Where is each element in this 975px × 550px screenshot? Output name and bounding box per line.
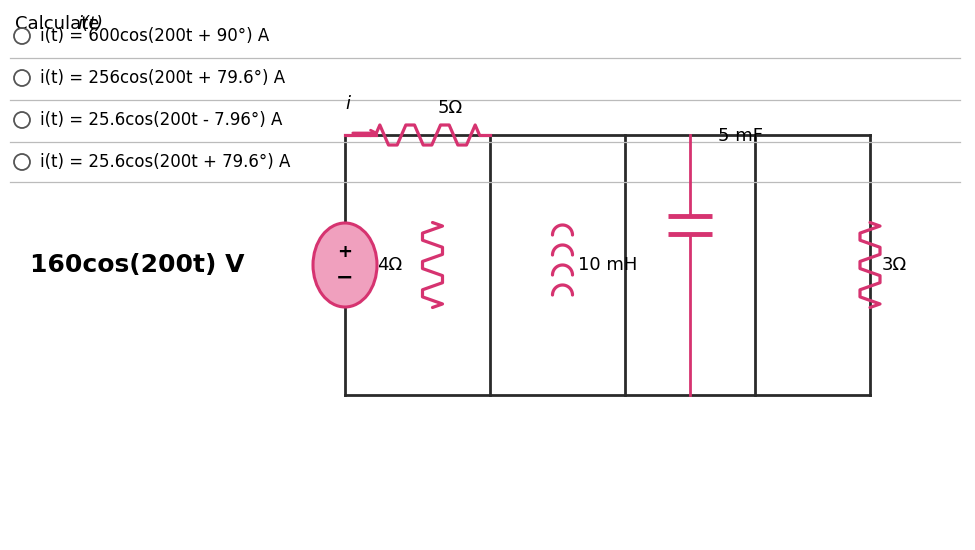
Text: 4Ω: 4Ω bbox=[377, 256, 403, 274]
Text: i(t) = 256cos(200t + 79.6°) A: i(t) = 256cos(200t + 79.6°) A bbox=[40, 69, 285, 87]
Text: i(t): i(t) bbox=[77, 15, 103, 33]
Text: 3Ω: 3Ω bbox=[882, 256, 907, 274]
Ellipse shape bbox=[313, 223, 377, 307]
Text: Calculate: Calculate bbox=[15, 15, 105, 33]
Text: 5 mF: 5 mF bbox=[718, 127, 763, 145]
Text: +: + bbox=[337, 243, 353, 261]
Text: i(t) = 600cos(200t + 90°) A: i(t) = 600cos(200t + 90°) A bbox=[40, 27, 269, 45]
Text: i: i bbox=[345, 95, 350, 113]
Text: i(t) = 25.6cos(200t + 79.6°) A: i(t) = 25.6cos(200t + 79.6°) A bbox=[40, 153, 291, 171]
Text: 5Ω: 5Ω bbox=[438, 99, 462, 117]
Text: 10 mH: 10 mH bbox=[578, 256, 638, 274]
Text: −: − bbox=[336, 268, 354, 288]
Text: 160cos(200t) V: 160cos(200t) V bbox=[30, 253, 245, 277]
Text: i(t) = 25.6cos(200t - 7.96°) A: i(t) = 25.6cos(200t - 7.96°) A bbox=[40, 111, 283, 129]
